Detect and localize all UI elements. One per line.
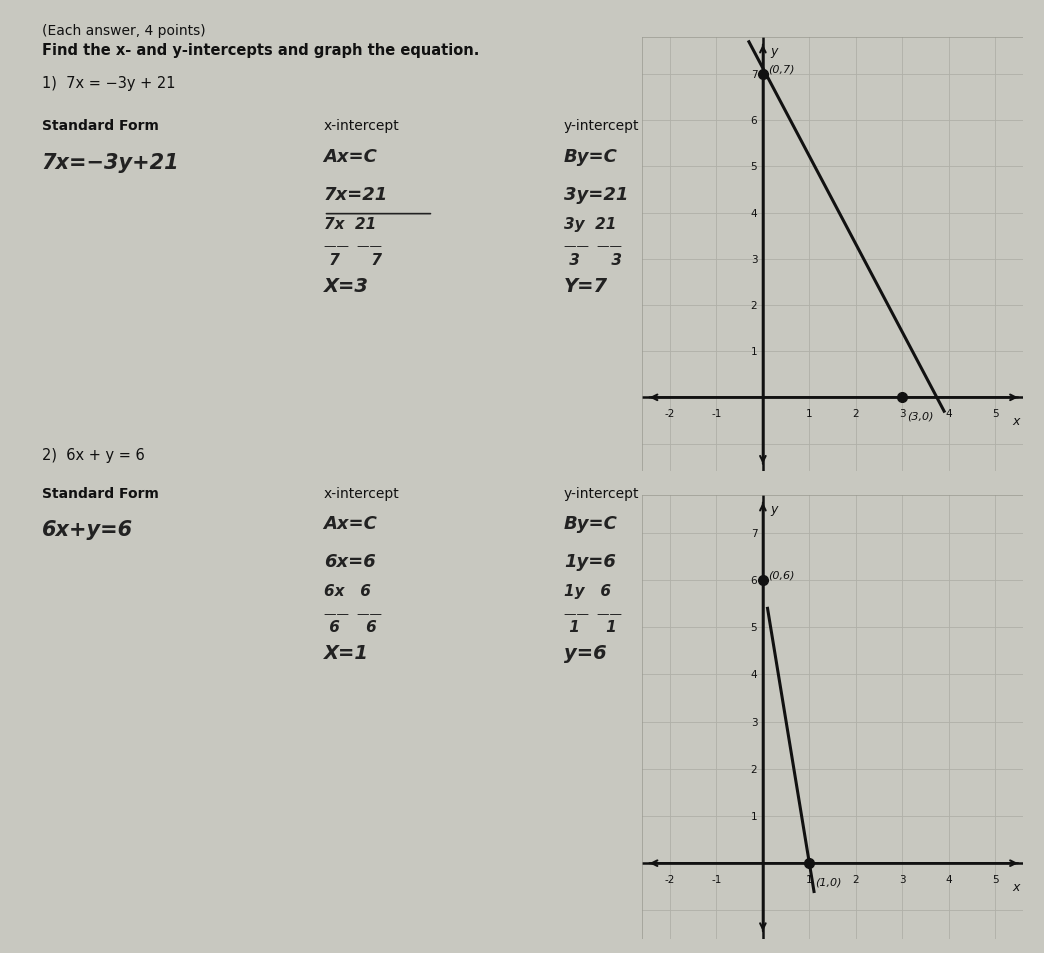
Text: y: y (769, 45, 777, 58)
Text: 2)  6x + y = 6: 2) 6x + y = 6 (42, 448, 144, 463)
Text: 7x=21: 7x=21 (324, 186, 388, 204)
Text: 7      7: 7 7 (324, 253, 382, 268)
Text: X=1: X=1 (324, 643, 369, 662)
Text: 1y=6: 1y=6 (564, 553, 616, 571)
Text: (0,7): (0,7) (768, 65, 794, 74)
Text: Standard Form: Standard Form (42, 119, 159, 133)
Text: 2: 2 (853, 408, 859, 418)
Text: -1: -1 (711, 874, 721, 883)
Text: 4: 4 (751, 670, 757, 679)
Text: 3: 3 (899, 874, 905, 883)
Text: ——  ——: —— —— (324, 240, 382, 253)
Text: 2: 2 (853, 874, 859, 883)
Text: Ax=C: Ax=C (324, 148, 378, 166)
Text: 7: 7 (751, 70, 757, 80)
Text: -2: -2 (665, 874, 675, 883)
Text: 5: 5 (751, 622, 757, 633)
Text: 5: 5 (992, 874, 998, 883)
Text: 1y   6: 1y 6 (564, 583, 611, 598)
Text: 3: 3 (899, 408, 905, 418)
Text: 7x  21: 7x 21 (324, 216, 376, 232)
Text: 1: 1 (751, 347, 757, 356)
Text: -2: -2 (665, 408, 675, 418)
Text: 4: 4 (751, 209, 757, 218)
Text: 3: 3 (751, 717, 757, 727)
Text: 4: 4 (946, 874, 952, 883)
Text: 5: 5 (751, 162, 757, 172)
Text: 1: 1 (806, 408, 812, 418)
Text: 1     1: 1 1 (564, 619, 617, 635)
Text: 1: 1 (751, 811, 757, 821)
Text: 5: 5 (992, 408, 998, 418)
Text: By=C: By=C (564, 515, 618, 533)
Text: 2: 2 (751, 764, 757, 774)
Text: 3y  21: 3y 21 (564, 216, 616, 232)
Text: (3,0): (3,0) (907, 411, 933, 420)
Text: y: y (769, 502, 777, 516)
Text: 3: 3 (751, 254, 757, 265)
Text: 4: 4 (946, 408, 952, 418)
Text: -1: -1 (711, 408, 721, 418)
Text: x: x (1013, 414, 1020, 427)
Text: (0,6): (0,6) (768, 570, 794, 580)
Text: 1: 1 (806, 874, 812, 883)
Text: 6: 6 (751, 576, 757, 585)
Text: Ax=C: Ax=C (324, 515, 378, 533)
Text: 7: 7 (751, 528, 757, 538)
Text: 7x=−3y+21: 7x=−3y+21 (42, 152, 180, 172)
Text: 3      3: 3 3 (564, 253, 622, 268)
Text: y-intercept: y-intercept (564, 486, 639, 500)
Text: 2: 2 (751, 301, 757, 311)
Text: Y=7: Y=7 (564, 276, 608, 295)
Text: 6x=6: 6x=6 (324, 553, 376, 571)
Text: By=C: By=C (564, 148, 618, 166)
Text: ——  ——: —— —— (324, 607, 382, 620)
Text: x: x (1013, 880, 1020, 893)
Text: ——  ——: —— —— (564, 607, 622, 620)
Text: 6     6: 6 6 (324, 619, 377, 635)
Text: 1)  7x = −3y + 21: 1) 7x = −3y + 21 (42, 76, 175, 91)
Text: X=3: X=3 (324, 276, 369, 295)
Text: Standard Form: Standard Form (42, 486, 159, 500)
Text: ——  ——: —— —— (564, 240, 622, 253)
Text: x-intercept: x-intercept (324, 119, 400, 133)
Text: y-intercept: y-intercept (564, 119, 639, 133)
Text: 6: 6 (751, 116, 757, 126)
Text: x-intercept: x-intercept (324, 486, 400, 500)
Text: (Each answer, 4 points): (Each answer, 4 points) (42, 24, 206, 38)
Text: 6x+y=6: 6x+y=6 (42, 519, 133, 539)
Text: Find the x- and y-intercepts and graph the equation.: Find the x- and y-intercepts and graph t… (42, 43, 479, 58)
Text: 6x   6: 6x 6 (324, 583, 371, 598)
Text: y=6: y=6 (564, 643, 607, 662)
Text: (1,0): (1,0) (815, 877, 841, 886)
Text: 3y=21: 3y=21 (564, 186, 628, 204)
